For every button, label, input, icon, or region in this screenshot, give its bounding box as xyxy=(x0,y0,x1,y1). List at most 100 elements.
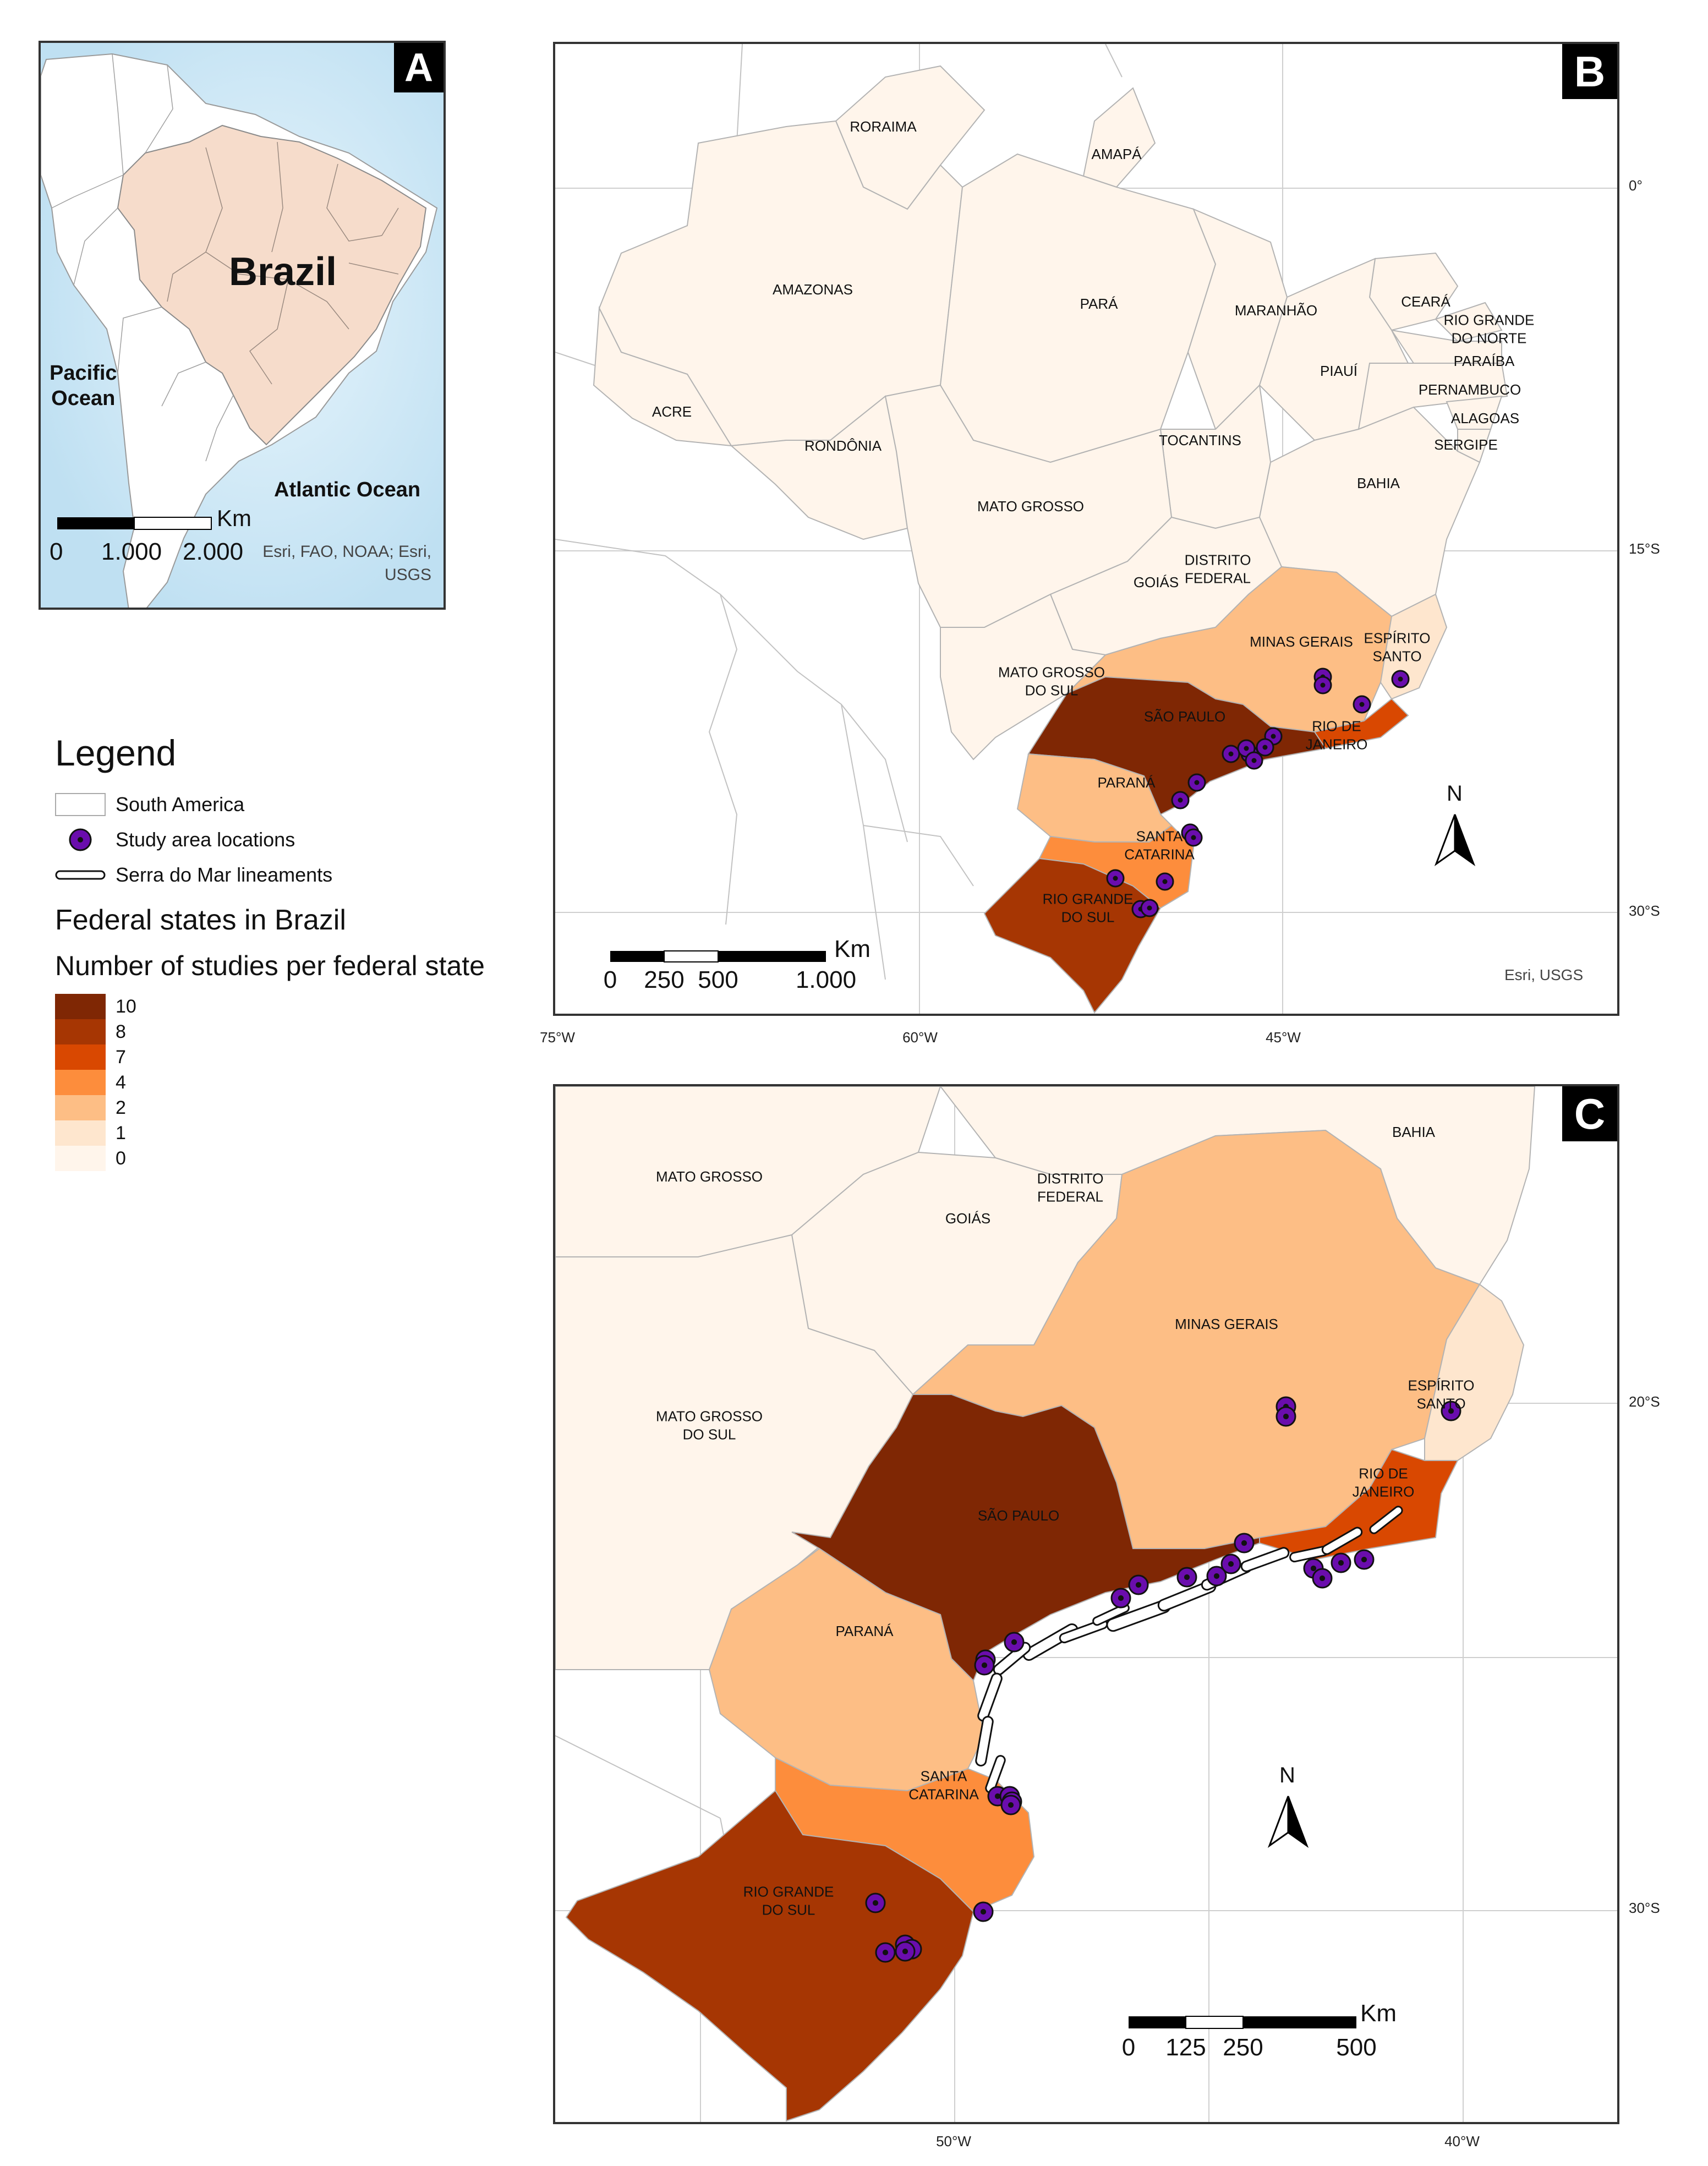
label-minas-gerais-b: MINAS GERAIS xyxy=(1250,633,1353,650)
legend-class-list: 10 8 7 4 2 1 0 xyxy=(55,994,539,1171)
study-area-point xyxy=(1156,872,1174,891)
study-area-point xyxy=(1275,1406,1296,1427)
serra-do-mar-lineament xyxy=(977,1672,1003,1722)
legend-class-label: 10 xyxy=(116,996,136,1017)
legend-item-study-area: Study area locations xyxy=(55,822,539,857)
study-area-point xyxy=(1256,738,1274,757)
label-paraiba-b: PARAÍBA xyxy=(1453,352,1515,369)
legend-states-title: Federal states in Brazil xyxy=(55,904,346,936)
inset-state-borders xyxy=(167,141,399,385)
label-minas-gerais-c: MINAS GERAIS xyxy=(1175,1315,1278,1332)
study-area-point xyxy=(1171,791,1190,809)
state-para-b xyxy=(939,153,1217,463)
lat-tick-b-1: 15°S xyxy=(1629,540,1660,557)
state-rio-de-janeiro-c xyxy=(1259,1448,1459,1561)
label-alagoas-b: ALAGOAS xyxy=(1450,409,1520,426)
study-area-point xyxy=(1354,1549,1375,1570)
label-rio-de-janeiro-b: RIO DE JANEIRO xyxy=(1305,718,1368,753)
label-mato-grosso-b: MATO GROSSO xyxy=(977,497,1085,515)
panel-b-label: B xyxy=(1562,44,1617,99)
inset-map-svg xyxy=(41,43,444,608)
legend-class-swatch xyxy=(55,1070,106,1095)
scale-bar-b xyxy=(610,950,826,962)
label-rondonia-b: RONDÔNIA xyxy=(804,437,882,454)
lon-tick-b-1: 60°W xyxy=(902,1029,938,1046)
serra-do-mar-lineament xyxy=(1369,1506,1403,1534)
serra-do-mar-lineament xyxy=(1321,1527,1363,1555)
inset-credit: Esri, FAO, NOAA; Esri, USGS xyxy=(262,543,431,584)
state-acre-b xyxy=(593,306,732,447)
legend-class-6: 0 xyxy=(55,1146,539,1171)
legend-class-swatch xyxy=(55,1044,106,1070)
inset-scale-tick-1: 1.000 xyxy=(101,538,162,565)
label-bahia-b: BAHIA xyxy=(1356,474,1400,491)
legend-class-label: 7 xyxy=(116,1046,126,1068)
legend-class-label: 1 xyxy=(116,1122,126,1144)
label-amapa-b: AMAPÁ xyxy=(1091,145,1142,162)
study-area-point xyxy=(1106,869,1125,888)
scale-c-tick-2: 250 xyxy=(1223,2034,1263,2061)
legend-class-swatch xyxy=(55,1095,106,1120)
north-arrow-b xyxy=(1434,814,1476,867)
study-area-point xyxy=(1187,773,1206,792)
brazil-shape xyxy=(117,124,427,446)
study-area-point xyxy=(1000,1795,1021,1815)
label-roraima-b: RORAIMA xyxy=(850,118,917,135)
scale-b-tick-0: 0 xyxy=(603,966,617,993)
state-paraiba-b xyxy=(1390,329,1502,364)
state-rio-grande-do-sul-b xyxy=(983,857,1162,1014)
label-tocantins-b: TOCANTINS xyxy=(1159,431,1241,448)
label-distrito-federal-c: DISTRITO FEDERAL xyxy=(1037,1170,1104,1205)
serra-do-mar-lineament xyxy=(1092,1603,1130,1626)
scale-b-tick-3: 1.000 xyxy=(795,966,857,993)
label-rgn-b: RIO GRANDE DO NORTE xyxy=(1443,311,1535,347)
study-area-point xyxy=(1220,1554,1241,1574)
south-america-swatch xyxy=(55,793,106,816)
serra-do-mar-lineaments xyxy=(975,1506,1403,1793)
north-arrow-c xyxy=(1267,1796,1309,1848)
serra-do-mar-lineament xyxy=(1022,1623,1079,1661)
study-area-symbol xyxy=(55,828,106,851)
brazil-map-svg xyxy=(555,44,1617,1014)
state-amapa-b xyxy=(1082,87,1156,188)
study-area-point xyxy=(875,1942,896,1963)
legend-class-0: 10 xyxy=(55,994,539,1019)
label-mato-grosso-do-sul-b: MATO GROSSO DO SUL xyxy=(998,664,1105,699)
study-area-point xyxy=(1004,1632,1025,1653)
study-area-point xyxy=(1245,751,1263,770)
north-label-c: N xyxy=(1279,1763,1295,1787)
lat-tick-c-0: 20°S xyxy=(1629,1393,1660,1410)
study-area-point xyxy=(974,1655,995,1676)
legend-class-3: 4 xyxy=(55,1070,539,1095)
label-ceara-b: CEARÁ xyxy=(1401,293,1450,310)
label-maranhao-b: MARANHÃO xyxy=(1234,302,1318,319)
panel-a-label: A xyxy=(394,43,444,92)
label-sao-paulo-c: SÃO PAULO xyxy=(977,1507,1060,1524)
legend-class-2: 7 xyxy=(55,1044,539,1070)
study-area-point xyxy=(1184,828,1203,847)
study-area-point xyxy=(1234,1533,1255,1554)
label-espirito-santo-b: ESPÍRITO SANTO xyxy=(1364,630,1431,665)
label-sao-paulo-b: SÃO PAULO xyxy=(1143,708,1226,725)
serra-do-mar-lineament xyxy=(975,1716,994,1766)
state-rgn-b xyxy=(1435,302,1503,342)
legend: Legend South America Study area location… xyxy=(55,732,539,1171)
serra-do-mar-symbol xyxy=(55,863,106,887)
label-pernambuco-b: PERNAMBUCO xyxy=(1418,381,1521,398)
north-label-b: N xyxy=(1447,781,1463,806)
label-parana-b: PARANÁ xyxy=(1097,774,1156,791)
study-area-point xyxy=(1353,695,1371,714)
study-area-point xyxy=(1312,1568,1333,1589)
credit-b: Esri, USGS xyxy=(1504,966,1584,983)
lat-tick-c-1: 30°S xyxy=(1629,1900,1660,1916)
study-area-point xyxy=(1206,1566,1227,1587)
study-area-point xyxy=(1313,676,1332,694)
panel-a-inset-map: A Brazil Pacific Ocean Atlantic Ocean Km… xyxy=(39,41,446,610)
scale-b-tick-1: 250 xyxy=(644,966,685,993)
label-acre-b: ACRE xyxy=(652,403,692,420)
label-amazonas-b: AMAZONAS xyxy=(773,281,853,298)
lon-tick-c-0: 50°W xyxy=(936,2133,971,2149)
inset-scale-unit: Km xyxy=(217,505,251,531)
atlantic-ocean-label: Atlantic Ocean xyxy=(274,478,421,501)
study-area-point xyxy=(865,1892,886,1913)
